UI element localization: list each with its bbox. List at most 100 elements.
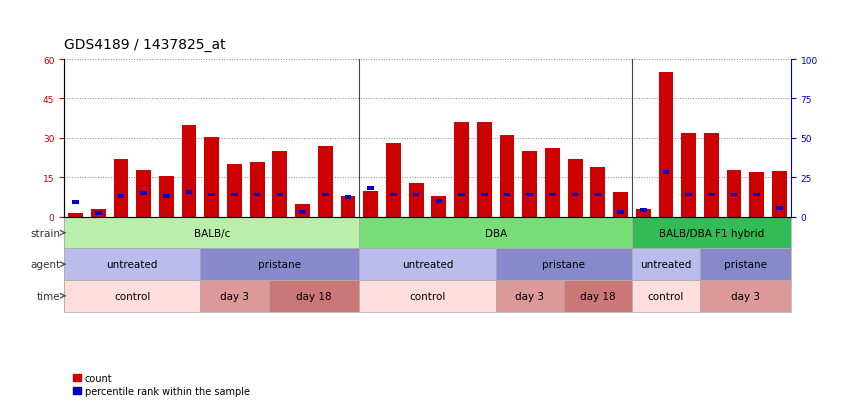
- Bar: [254, 193, 261, 197]
- Bar: [204, 137, 219, 217]
- Legend: count, percentile rank within the sample: count, percentile rank within the sample: [69, 369, 253, 400]
- Text: GDS4189 / 1437825_at: GDS4189 / 1437825_at: [64, 38, 226, 52]
- Bar: [359, 217, 632, 249]
- Bar: [299, 210, 306, 214]
- Bar: [340, 196, 356, 217]
- Bar: [572, 193, 579, 197]
- Text: day 3: day 3: [516, 291, 544, 301]
- Bar: [159, 177, 174, 217]
- Bar: [632, 217, 791, 249]
- Bar: [273, 152, 287, 217]
- Bar: [727, 170, 741, 217]
- Bar: [231, 193, 238, 197]
- Text: day 18: day 18: [296, 291, 332, 301]
- Bar: [118, 195, 124, 198]
- Bar: [250, 162, 264, 217]
- Text: untreated: untreated: [640, 260, 692, 270]
- Bar: [686, 193, 692, 197]
- Bar: [663, 171, 669, 175]
- Bar: [318, 147, 333, 217]
- Text: pristane: pristane: [724, 260, 767, 270]
- Bar: [496, 280, 563, 312]
- Bar: [95, 211, 102, 215]
- Bar: [359, 249, 496, 280]
- Bar: [386, 144, 401, 217]
- Text: DBA: DBA: [485, 228, 507, 238]
- Bar: [658, 73, 674, 217]
- Bar: [268, 280, 359, 312]
- Bar: [496, 249, 632, 280]
- Text: time: time: [37, 291, 61, 301]
- Bar: [700, 249, 791, 280]
- Bar: [776, 206, 783, 210]
- Bar: [632, 280, 700, 312]
- Bar: [114, 159, 128, 217]
- Bar: [432, 196, 446, 217]
- Text: strain: strain: [31, 228, 61, 238]
- Bar: [295, 204, 310, 217]
- Bar: [64, 217, 359, 249]
- Text: control: control: [410, 291, 445, 301]
- Bar: [636, 209, 651, 217]
- Bar: [704, 133, 719, 217]
- Bar: [527, 193, 533, 197]
- Bar: [700, 280, 791, 312]
- Bar: [499, 136, 515, 217]
- Text: control: control: [114, 291, 150, 301]
- Bar: [200, 280, 268, 312]
- Bar: [409, 183, 423, 217]
- Text: pristane: pristane: [542, 260, 586, 270]
- Bar: [591, 168, 605, 217]
- Text: control: control: [648, 291, 684, 301]
- Bar: [594, 193, 601, 197]
- Bar: [481, 193, 487, 197]
- Bar: [681, 133, 696, 217]
- Bar: [390, 193, 397, 197]
- Bar: [504, 193, 510, 197]
- Bar: [750, 173, 764, 217]
- Bar: [568, 159, 582, 217]
- Bar: [359, 280, 496, 312]
- Text: BALB/c: BALB/c: [193, 228, 230, 238]
- Bar: [522, 152, 537, 217]
- Bar: [163, 195, 169, 198]
- Bar: [413, 193, 420, 197]
- Bar: [454, 123, 469, 217]
- Bar: [632, 249, 700, 280]
- Bar: [563, 280, 632, 312]
- Text: day 3: day 3: [731, 291, 760, 301]
- Bar: [435, 199, 442, 204]
- Bar: [200, 249, 359, 280]
- Text: day 18: day 18: [580, 291, 616, 301]
- Bar: [549, 193, 556, 197]
- Bar: [613, 192, 628, 217]
- Text: pristane: pristane: [258, 260, 301, 270]
- Bar: [186, 190, 192, 195]
- Bar: [64, 249, 200, 280]
- Bar: [322, 193, 328, 197]
- Text: day 3: day 3: [220, 291, 249, 301]
- Bar: [68, 214, 83, 217]
- Text: untreated: untreated: [402, 260, 453, 270]
- Bar: [363, 191, 378, 217]
- Bar: [91, 209, 105, 217]
- Bar: [708, 193, 715, 197]
- Bar: [227, 165, 242, 217]
- Bar: [72, 201, 79, 205]
- Bar: [477, 123, 492, 217]
- Bar: [458, 193, 465, 197]
- Bar: [64, 280, 200, 312]
- Bar: [772, 171, 787, 217]
- Bar: [209, 193, 215, 197]
- Bar: [140, 192, 147, 196]
- Text: untreated: untreated: [107, 260, 158, 270]
- Bar: [345, 196, 351, 199]
- Bar: [545, 149, 560, 217]
- Bar: [753, 193, 760, 197]
- Text: BALB/DBA F1 hybrid: BALB/DBA F1 hybrid: [658, 228, 764, 238]
- Text: agent: agent: [31, 260, 61, 270]
- Bar: [181, 126, 197, 217]
- Bar: [136, 170, 151, 217]
- Bar: [617, 210, 624, 214]
- Bar: [368, 187, 374, 190]
